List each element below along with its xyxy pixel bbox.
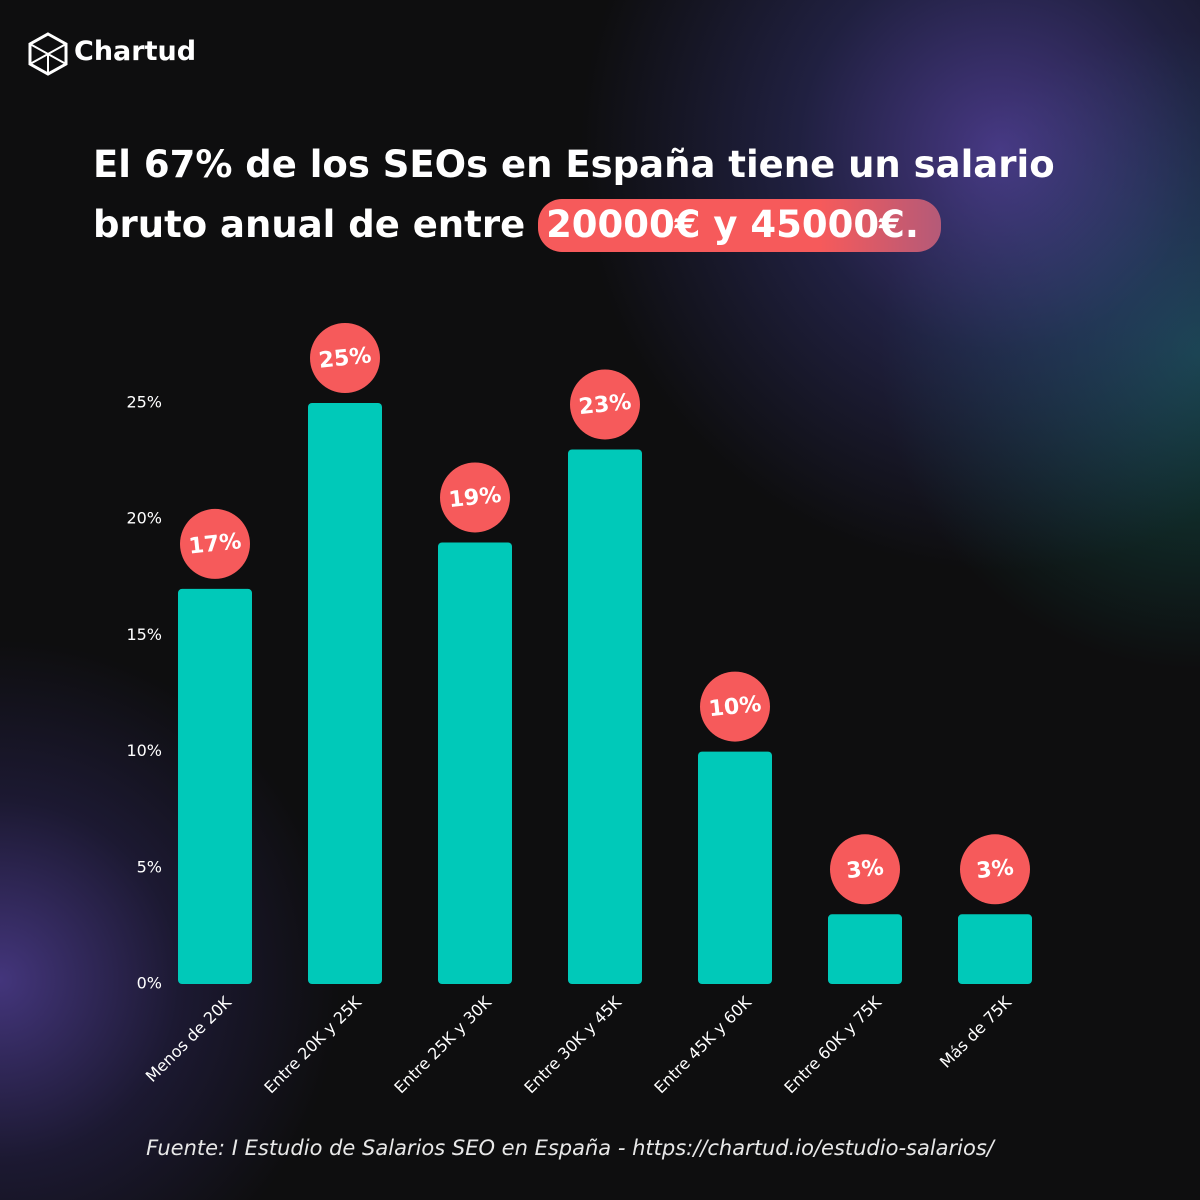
value-badge: [440, 462, 510, 533]
y-tick-label: 20%: [126, 509, 162, 528]
bar: [698, 751, 772, 984]
y-tick-label: 0%: [137, 974, 162, 993]
x-tick-label: Entre 60K y 75K: [780, 992, 885, 1097]
bar: [178, 588, 252, 984]
x-tick-label: Entre 25K y 30K: [390, 992, 495, 1097]
y-tick-label: 10%: [126, 741, 162, 760]
value-badge: [570, 369, 640, 440]
x-tick-label: Entre 30K y 45K: [520, 992, 625, 1097]
y-tick-label: 5%: [137, 857, 162, 876]
value-label: 23%: [578, 390, 633, 420]
value-badge: [310, 323, 380, 393]
value-label: 17%: [188, 529, 243, 559]
x-tick-label: Más de 75K: [936, 992, 1016, 1072]
brand: Chartud: [74, 36, 197, 67]
x-tick-label: Entre 20K y 25K: [260, 992, 365, 1097]
y-tick-label: 15%: [126, 625, 162, 644]
bar: [828, 914, 902, 984]
chart-title: El 67% de los SEOs en España tiene un sa…: [93, 135, 1093, 255]
bar: [568, 449, 642, 985]
x-tick-label: Entre 45K y 60K: [650, 992, 755, 1097]
bar: [308, 403, 382, 984]
value-badge: [180, 508, 250, 579]
x-tick-label: Menos de 20K: [142, 992, 236, 1086]
value-label: 25%: [318, 343, 373, 373]
y-tick-label: 25%: [126, 393, 162, 412]
logo: [28, 32, 68, 76]
value-badge: [960, 834, 1030, 905]
bar: [958, 914, 1032, 984]
value-label: 10%: [708, 692, 763, 722]
value-label: 3%: [975, 855, 1015, 884]
value-badge: [700, 671, 770, 742]
title-text: El 67% de los SEOs en España tiene un sa…: [93, 143, 1055, 246]
value-label: 19%: [448, 483, 503, 513]
title-highlight: 20000€ y 45000€.: [538, 199, 941, 252]
source: Fuente: I Estudio de Salarios SEO en Esp…: [146, 1136, 994, 1160]
value-badge: [830, 834, 900, 905]
value-label: 3%: [845, 855, 885, 884]
bar: [438, 542, 512, 984]
